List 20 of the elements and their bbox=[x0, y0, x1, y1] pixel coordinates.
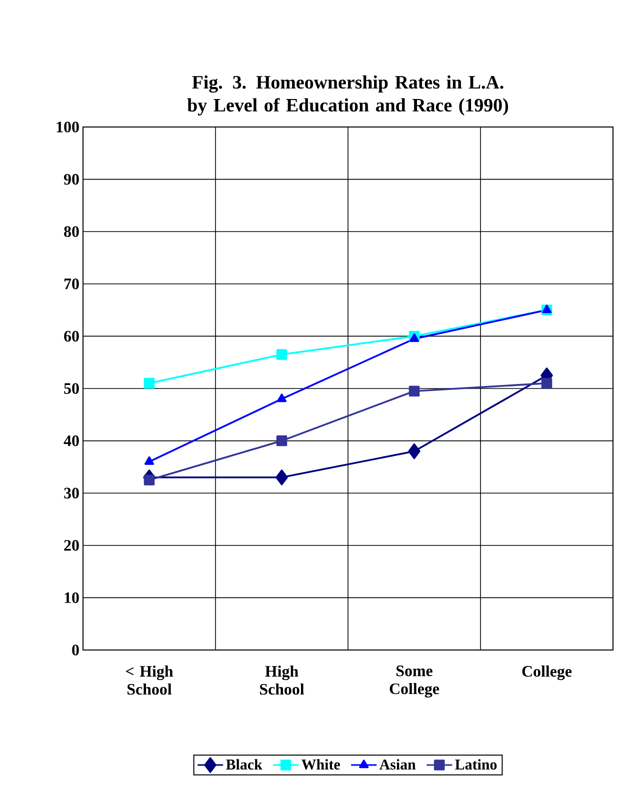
x-tick-label: High School bbox=[260, 666, 304, 695]
y-tick-label: 0 bbox=[72, 644, 79, 656]
legend-label: Latino bbox=[455, 759, 497, 770]
legend-label: White bbox=[302, 759, 340, 770]
y-tick-label: 70 bbox=[64, 278, 79, 290]
y-tick-label: 90 bbox=[64, 174, 79, 185]
y-tick-label: 80 bbox=[64, 226, 79, 237]
x-tick-label: < High School bbox=[126, 666, 174, 695]
x-tick-label: College bbox=[522, 666, 572, 680]
y-tick-label: 60 bbox=[64, 330, 79, 342]
y-tick-label: 10 bbox=[64, 592, 79, 604]
y-tick-label: 40 bbox=[64, 435, 79, 446]
legend-label: Asian bbox=[379, 759, 416, 770]
x-tick-label: Some College bbox=[390, 666, 440, 698]
y-tick-label: 30 bbox=[64, 488, 79, 498]
y-tick-label: 50 bbox=[64, 383, 79, 394]
y-tick-label: 100 bbox=[56, 122, 79, 132]
chart-title: Fig. 3. Homeownership Rates in L.A. by Level of Education and Race (1990) bbox=[187, 75, 508, 116]
y-tick-label: 20 bbox=[64, 540, 79, 551]
legend-label: Black bbox=[226, 759, 262, 770]
